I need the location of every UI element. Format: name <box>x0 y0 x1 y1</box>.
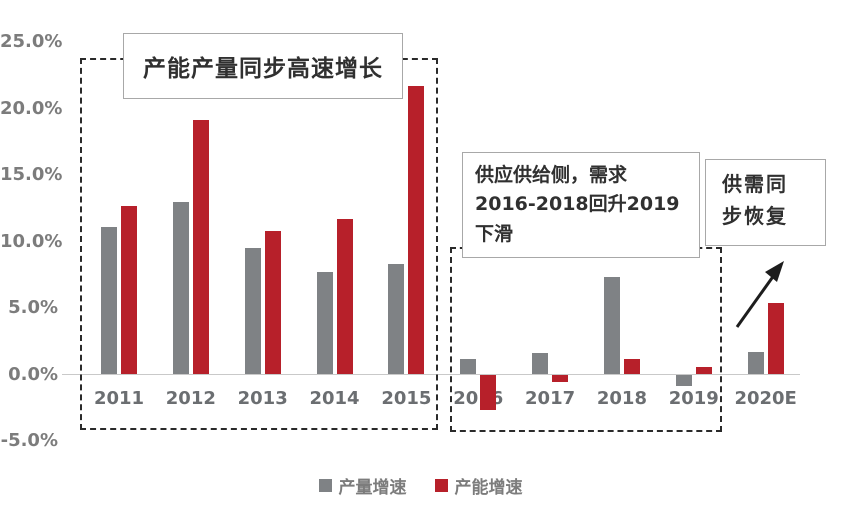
bar-产能增速-2017 <box>552 374 569 383</box>
bar-产能增速-2013 <box>264 230 281 375</box>
y-tick-label-10.0%: 10.0% <box>0 230 63 252</box>
bar-产量增速-2020E <box>747 351 764 375</box>
legend: 产量增速 产能增速 <box>0 473 841 498</box>
phase2-dashed-box <box>450 247 722 432</box>
x-axis-label-2020E: 2020E <box>734 388 797 409</box>
recovery-annotation-box: 供需同 步恢复 <box>705 159 826 246</box>
y-tick-label-0.0%: 0.0% <box>8 363 58 385</box>
bar-产量增速-2017 <box>532 353 549 375</box>
legend-label-production-growth: 产量增速 <box>338 478 407 498</box>
bar-产能增速-2012 <box>192 120 209 375</box>
x-axis-label-2012: 2012 <box>165 388 216 409</box>
bar-产能增速-2018 <box>623 358 640 375</box>
supply-annotation-box: 供应供给侧，需求 2016-2018回升2019 下滑 <box>462 152 700 258</box>
bar-产量增速-2015 <box>388 264 405 375</box>
up-trend-arrow-icon <box>735 261 784 328</box>
bar-产量增速-2013 <box>244 248 261 375</box>
legend-label-capacity-growth: 产能增速 <box>454 478 523 498</box>
bar-产量增速-2016 <box>460 358 477 375</box>
supply-annotation-line2: 2016-2018回升2019 <box>475 193 680 216</box>
x-axis-label-2017: 2017 <box>525 388 576 409</box>
legend-item-production-growth: 产量增速 <box>318 473 407 498</box>
x-axis-label-2018: 2018 <box>596 388 647 409</box>
y-tick-label-5.0%: 5.0% <box>8 297 58 318</box>
recovery-annotation-line2: 步恢复 <box>722 204 788 228</box>
bar-产能增速-2020E <box>767 302 784 375</box>
x-axis-label-2014: 2014 <box>309 388 360 409</box>
bar-产量增速-2011 <box>101 226 117 375</box>
legend-item-capacity-growth: 产能增速 <box>434 473 523 498</box>
x-axis-label-2015: 2015 <box>381 388 432 409</box>
y-tick-label-15.0%: 15.0% <box>0 164 63 185</box>
growth-annotation-text: 产能产量同步高速增长 <box>143 56 383 82</box>
bar-产能增速-2016 <box>480 374 497 411</box>
production-growth-swatch-icon <box>318 479 332 492</box>
x-axis-label-2011: 2011 <box>93 388 145 409</box>
bar-产能增速-2014 <box>336 218 353 375</box>
supply-annotation-line1: 供应供给侧，需求 <box>475 164 628 186</box>
bar-产量增速-2014 <box>316 272 333 375</box>
bar-产量增速-2018 <box>603 277 620 375</box>
supply-annotation-line3: 下滑 <box>475 222 514 245</box>
x-axis-label-2013: 2013 <box>237 388 288 409</box>
recovery-annotation-line1: 供需同 <box>722 172 788 196</box>
y-tick-label--5.0%: -5.0% <box>0 430 58 451</box>
bar-产能增速-2015 <box>408 85 425 375</box>
x-axis-label-2019: 2019 <box>668 388 719 409</box>
growth-annotation-box: 产能产量同步高速增长 <box>123 33 403 99</box>
bar-产能增速-2019 <box>695 366 712 375</box>
bar-产能增速-2011 <box>121 205 137 375</box>
y-tick-label-25.0%: 25.0% <box>0 31 63 52</box>
y-tick-label-20.0%: 20.0% <box>0 97 63 119</box>
phase1-dashed-box <box>80 58 438 430</box>
capacity-growth-swatch-icon <box>434 479 448 492</box>
bar-产量增速-2019 <box>675 374 692 387</box>
bar-产量增速-2012 <box>172 201 189 375</box>
x-axis-baseline <box>62 374 800 375</box>
